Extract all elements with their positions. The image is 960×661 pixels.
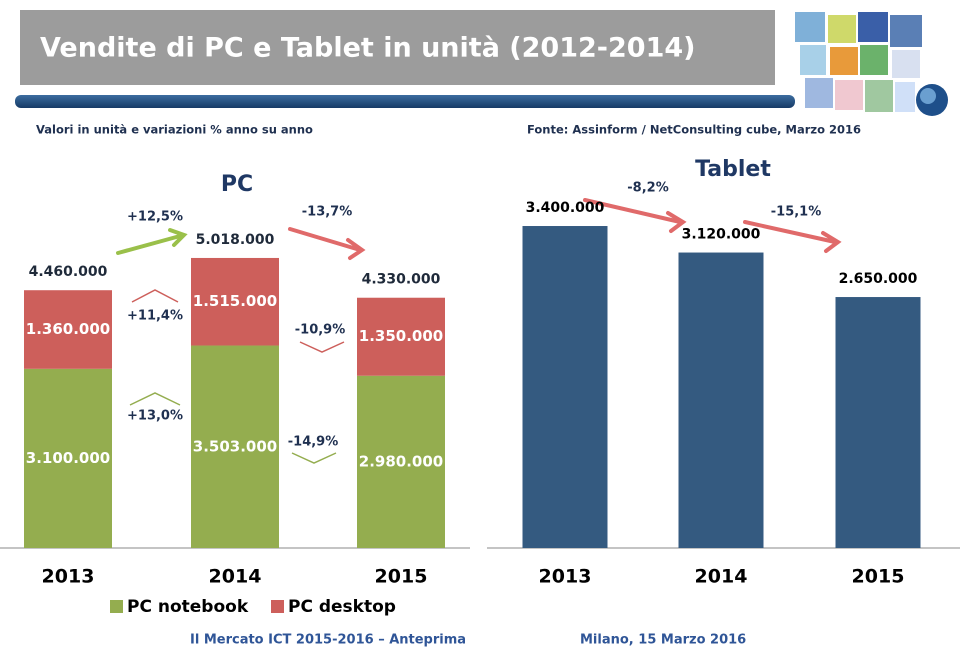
total-label: 4.460.000 xyxy=(29,264,108,280)
bar-segment xyxy=(24,290,112,369)
annotation: +11,4% xyxy=(127,309,183,324)
bar-segment xyxy=(357,297,445,376)
footer-left: Il Mercato ICT 2015-2016 – Anteprima xyxy=(190,633,466,648)
x-tick-label: 2014 xyxy=(695,566,748,588)
bar xyxy=(678,252,764,548)
slide-title: Vendite di PC e Tablet in unità (2012-20… xyxy=(40,33,696,64)
subtitle: Valori in unità e variazioni % anno su a… xyxy=(36,123,313,137)
value-label: 2.650.000 xyxy=(839,271,918,287)
value-label: 3.400.000 xyxy=(526,200,605,216)
annotation: +12,5% xyxy=(127,210,183,225)
annotation: -15,1% xyxy=(771,205,822,220)
footer-right: Milano, 15 Marzo 2016 xyxy=(580,633,746,648)
annotation: -10,9% xyxy=(295,323,346,338)
bar xyxy=(835,297,921,548)
arrows xyxy=(116,198,842,260)
total-label: 4.330.000 xyxy=(362,272,441,288)
chevrons xyxy=(129,289,345,464)
legend-label: PC notebook xyxy=(127,597,249,617)
value-label: 1.350.000 xyxy=(359,327,443,345)
bar-segment xyxy=(24,368,112,548)
value-label: 1.360.000 xyxy=(26,320,110,338)
logo xyxy=(795,12,948,116)
header-bar xyxy=(15,95,795,108)
x-tick-label: 2015 xyxy=(852,566,905,588)
x-tick-label: 2014 xyxy=(209,566,262,588)
value-label: 3.503.000 xyxy=(193,437,277,455)
chart-title: PC xyxy=(221,172,253,197)
value-label: 1.515.000 xyxy=(193,292,277,310)
annotation: -8,2% xyxy=(627,181,668,196)
value-label: 3.100.000 xyxy=(26,449,110,467)
chart-title: Tablet xyxy=(695,157,771,182)
annotation: +13,0% xyxy=(127,409,183,424)
x-tick-label: 2013 xyxy=(42,566,95,588)
x-tick-label: 2013 xyxy=(539,566,592,588)
value-label: 3.120.000 xyxy=(682,227,761,243)
legend-swatch xyxy=(110,600,123,613)
value-label: 2.980.000 xyxy=(359,452,443,470)
bar-segment xyxy=(191,345,279,548)
x-tick-label: 2015 xyxy=(375,566,428,588)
annotation: -14,9% xyxy=(288,435,339,450)
title-band xyxy=(20,10,775,85)
total-label: 5.018.000 xyxy=(196,232,275,248)
bar-segment xyxy=(357,375,445,548)
legend-swatch xyxy=(271,600,284,613)
annotation: -13,7% xyxy=(302,205,353,220)
bar-segment xyxy=(191,257,279,346)
bar xyxy=(522,226,608,548)
source: Fonte: Assinform / NetConsulting cube, M… xyxy=(527,123,861,137)
legend-label: PC desktop xyxy=(288,597,396,617)
